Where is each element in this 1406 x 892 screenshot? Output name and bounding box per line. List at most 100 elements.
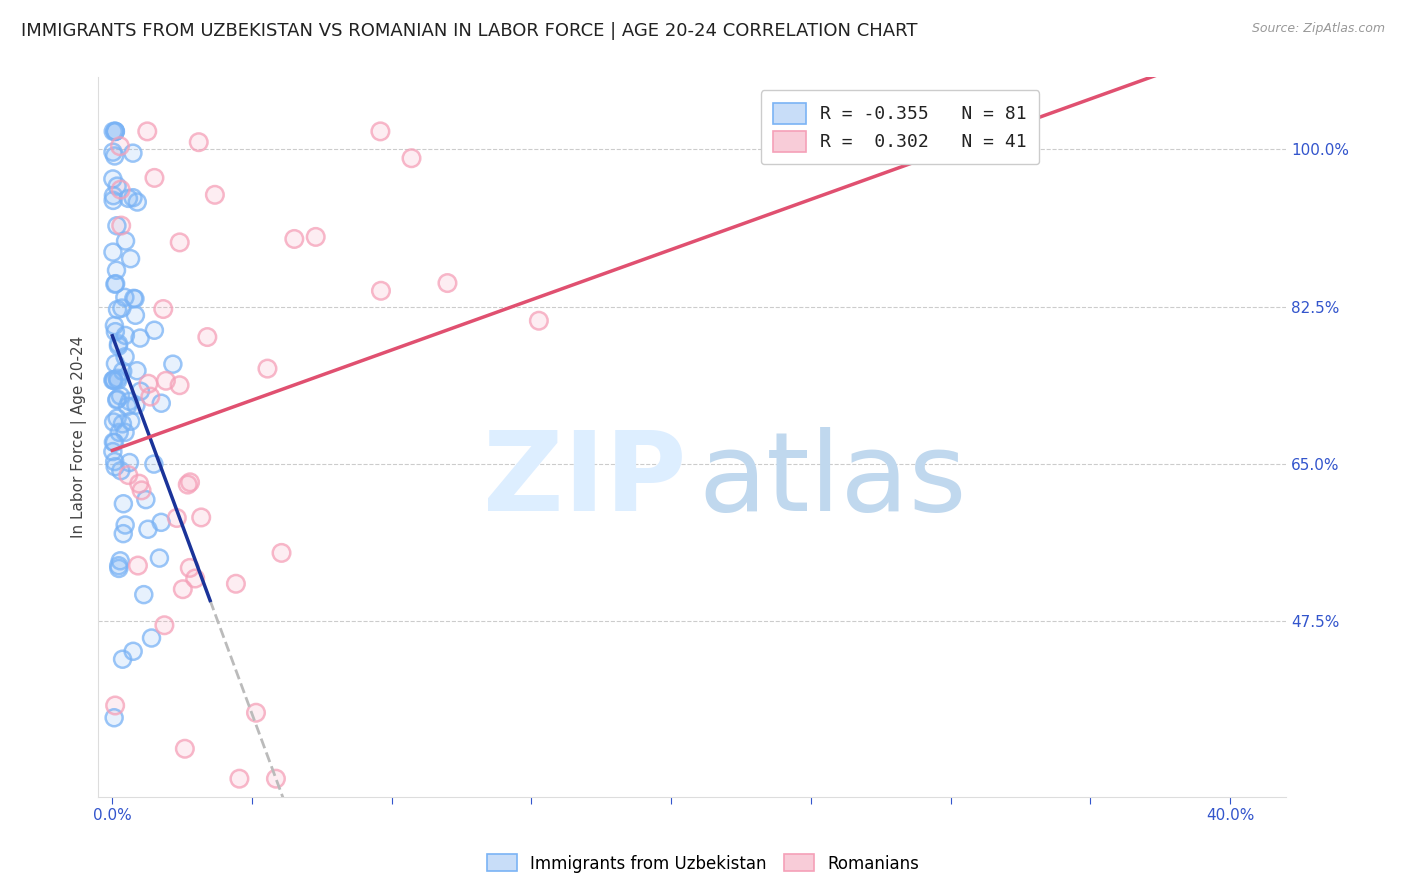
Point	[129, 384, 152, 399]
Point	[107, 373, 129, 387]
Point	[112, 497, 135, 511]
Point	[118, 394, 141, 409]
Point	[101, 145, 124, 160]
Point	[132, 588, 155, 602]
Point	[111, 417, 134, 431]
Point	[110, 183, 132, 197]
Point	[108, 561, 131, 575]
Point	[103, 435, 125, 450]
Point	[190, 510, 212, 524]
Point	[104, 325, 127, 339]
Point	[104, 124, 127, 138]
Point	[204, 187, 226, 202]
Point	[184, 572, 207, 586]
Point	[127, 194, 149, 209]
Point	[103, 435, 125, 450]
Point	[104, 277, 127, 291]
Point	[401, 151, 423, 165]
Point	[135, 492, 157, 507]
Point	[111, 652, 134, 666]
Point	[118, 456, 141, 470]
Point	[125, 398, 148, 412]
Point	[105, 263, 128, 277]
Point	[111, 652, 134, 666]
Point	[110, 183, 132, 197]
Point	[172, 582, 194, 597]
Point	[124, 292, 146, 306]
Point	[305, 230, 328, 244]
Point	[150, 396, 173, 410]
Point	[184, 572, 207, 586]
Point	[108, 139, 131, 153]
Point	[527, 314, 550, 328]
Point	[104, 698, 127, 713]
Point	[125, 364, 148, 378]
Point	[118, 456, 141, 470]
Point	[103, 124, 125, 138]
Point	[143, 170, 166, 185]
Point	[270, 546, 292, 560]
Point	[225, 576, 247, 591]
Text: atlas: atlas	[699, 426, 966, 533]
Point	[125, 398, 148, 412]
Point	[128, 476, 150, 491]
Point	[114, 350, 136, 364]
Point	[104, 454, 127, 468]
Point	[117, 400, 139, 414]
Point	[129, 331, 152, 345]
Point	[101, 194, 124, 208]
Point	[153, 618, 176, 632]
Point	[103, 318, 125, 333]
Point	[110, 464, 132, 478]
Point	[105, 219, 128, 233]
Point	[173, 741, 195, 756]
Point	[103, 124, 125, 138]
Point	[169, 235, 191, 250]
Point	[131, 483, 153, 498]
Point	[129, 331, 152, 345]
Point	[120, 414, 142, 428]
Point	[103, 188, 125, 202]
Point	[136, 124, 159, 138]
Point	[122, 146, 145, 161]
Point	[104, 124, 127, 138]
Point	[190, 510, 212, 524]
Point	[401, 151, 423, 165]
Point	[111, 301, 134, 315]
Point	[264, 772, 287, 786]
Point	[103, 415, 125, 429]
Point	[187, 135, 209, 149]
Point	[136, 522, 159, 536]
Point	[283, 232, 305, 246]
Point	[104, 124, 127, 138]
Point	[195, 330, 218, 344]
Point	[104, 277, 127, 292]
Point	[155, 374, 177, 388]
Point	[114, 350, 136, 364]
Point	[166, 511, 188, 525]
Point	[107, 558, 129, 573]
Point	[108, 139, 131, 153]
Point	[107, 339, 129, 353]
Point	[122, 191, 145, 205]
Point	[117, 468, 139, 483]
Point	[118, 394, 141, 409]
Point	[142, 457, 165, 471]
Point	[101, 245, 124, 260]
Point	[120, 252, 142, 266]
Point	[122, 644, 145, 658]
Point	[139, 390, 162, 404]
Point	[103, 318, 125, 333]
Point	[305, 230, 328, 244]
Point	[103, 374, 125, 388]
Point	[138, 376, 160, 391]
Point	[256, 361, 278, 376]
Point	[166, 511, 188, 525]
Point	[110, 219, 132, 233]
Point	[101, 194, 124, 208]
Point	[228, 772, 250, 786]
Point	[104, 124, 127, 138]
Point	[105, 179, 128, 194]
Text: ZIP: ZIP	[482, 426, 686, 533]
Point	[108, 561, 131, 575]
